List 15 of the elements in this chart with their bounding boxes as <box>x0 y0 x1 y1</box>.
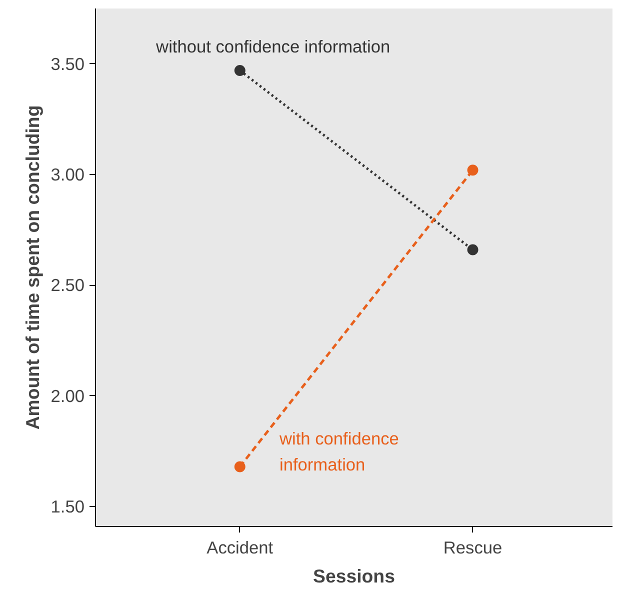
text: without confidence information <box>155 36 390 56</box>
y-tick-label: 2.50 <box>50 275 85 296</box>
point <box>467 244 478 256</box>
point <box>467 164 478 176</box>
y-tick-label: 1.50 <box>50 496 85 517</box>
y-tick-label: 2.00 <box>50 386 85 406</box>
x-axis-title: Sessions <box>313 566 395 586</box>
point <box>234 64 246 76</box>
point <box>234 461 246 472</box>
y-tick-label: 3.50 <box>50 54 85 74</box>
y-axis-title: Amount of time spent on concluding <box>22 105 43 430</box>
series-label: with confidence information <box>278 428 399 475</box>
x-tick-label: Rescue <box>443 538 502 558</box>
x-tick-label: Accident <box>206 538 274 558</box>
y-tick-label: 3.00 <box>50 164 85 185</box>
